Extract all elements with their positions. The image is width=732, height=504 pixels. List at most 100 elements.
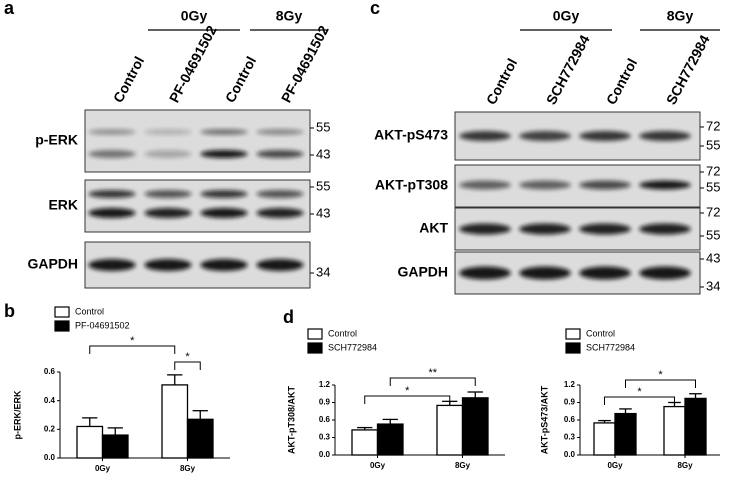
bar [663, 405, 686, 456]
x-tick-label: 8Gy [677, 461, 693, 470]
group-label: 8Gy [667, 8, 694, 24]
blot-band [519, 266, 571, 280]
y-tick-label: 0.0 [44, 453, 56, 462]
significance-label: * [130, 335, 135, 347]
bar [76, 425, 104, 459]
marker-label: 72 [706, 118, 720, 133]
y-tick-label: 0.9 [319, 398, 331, 407]
y-tick-label: 0.4 [44, 396, 56, 405]
y-tick-label: 0.9 [564, 398, 576, 407]
bar [351, 429, 379, 456]
blot-band [519, 180, 571, 190]
group-label: 0Gy [553, 8, 580, 24]
blot-band [639, 131, 691, 141]
blot-band [639, 223, 691, 235]
significance-bracket [364, 395, 451, 404]
significance-label: * [637, 386, 642, 398]
y-tick-label: 0.0 [564, 450, 576, 459]
bar [186, 418, 214, 459]
y-axis-label: AKT-pT308/AKT [286, 386, 296, 455]
y-tick-label: 0.3 [564, 433, 576, 442]
bar [101, 434, 129, 459]
lane-label: Control [483, 56, 520, 107]
blot-band [88, 150, 136, 158]
blot-band [256, 259, 304, 271]
legend-swatch [565, 342, 581, 354]
blot-band [200, 150, 248, 158]
x-tick-label: 0Gy [607, 461, 623, 470]
significance-bracket [89, 345, 176, 354]
significance-label: ** [428, 367, 437, 379]
y-tick-label: 0.0 [319, 450, 331, 459]
marker-label: 55 [706, 227, 720, 242]
legend-label: SCH772984 [328, 342, 377, 352]
blot-band [459, 180, 511, 190]
bar [461, 397, 489, 456]
lane-label: SCH772984 [543, 32, 593, 107]
lane-label: SCH772984 [663, 32, 713, 107]
blot-band [459, 131, 511, 141]
y-axis-label: p-ERK/ERK [12, 390, 22, 439]
blot-band [88, 190, 136, 198]
y-tick-label: 0.6 [319, 415, 331, 424]
panel-label: c [370, 0, 380, 18]
blot-band [459, 266, 511, 280]
significance-bracket [604, 396, 675, 405]
legend-swatch [565, 328, 581, 340]
blot-band [579, 131, 631, 141]
legend-label: PF-04691502 [75, 320, 130, 330]
significance-bracket [625, 379, 696, 388]
y-tick-label: 0.6 [564, 415, 576, 424]
lane-label: Control [222, 54, 259, 105]
row-label: AKT [419, 220, 448, 236]
marker-label: 55 [316, 119, 330, 134]
bar [614, 412, 637, 456]
legend-swatch [307, 342, 323, 354]
y-tick-label: 0.6 [44, 367, 56, 376]
y-tick-label: 1.2 [319, 380, 331, 389]
blot-band [88, 129, 136, 135]
group-label: 0Gy [181, 8, 208, 24]
panel-label: b [4, 301, 15, 321]
marker-label: 34 [706, 278, 720, 293]
y-tick-label: 1.2 [564, 380, 576, 389]
blot-band [88, 208, 136, 218]
row-label: AKT-pS473 [374, 127, 448, 143]
blot-band [579, 180, 631, 190]
y-tick-label: 0.2 [44, 424, 56, 433]
blot-band [579, 223, 631, 235]
row-label: ERK [48, 197, 78, 213]
blot-band [144, 208, 192, 218]
marker-label: 43 [706, 250, 720, 265]
marker-label: 72 [706, 163, 720, 178]
significance-label: * [658, 369, 663, 381]
lane-label: PF-04691502 [166, 23, 220, 106]
blot-band [639, 266, 691, 280]
blot-band [144, 150, 192, 158]
blot-band [200, 190, 248, 198]
x-tick-label: 0Gy [95, 464, 111, 473]
blot-band [639, 180, 691, 190]
y-axis-label: AKT-pS473/AKT [539, 385, 549, 454]
significance-label: * [405, 385, 410, 397]
blot-band [144, 190, 192, 198]
panel-label: d [283, 307, 294, 327]
legend-label: SCH772984 [586, 342, 635, 352]
lane-label: Control [603, 56, 640, 107]
marker-label: 72 [706, 204, 720, 219]
row-label: p-ERK [35, 132, 78, 148]
lane-label: PF-04691502 [278, 23, 332, 106]
blot-band [256, 150, 304, 158]
legend-label: Control [328, 328, 357, 338]
blot-band [200, 129, 248, 135]
blot-band [256, 208, 304, 218]
bar [376, 423, 404, 456]
legend-swatch [307, 328, 323, 340]
legend-swatch [54, 306, 70, 318]
row-label: GAPDH [397, 264, 448, 280]
blot-band [256, 129, 304, 135]
bar [436, 404, 464, 456]
blot-band [88, 259, 136, 271]
legend-label: Control [586, 328, 615, 338]
group-label: 8Gy [276, 8, 303, 24]
